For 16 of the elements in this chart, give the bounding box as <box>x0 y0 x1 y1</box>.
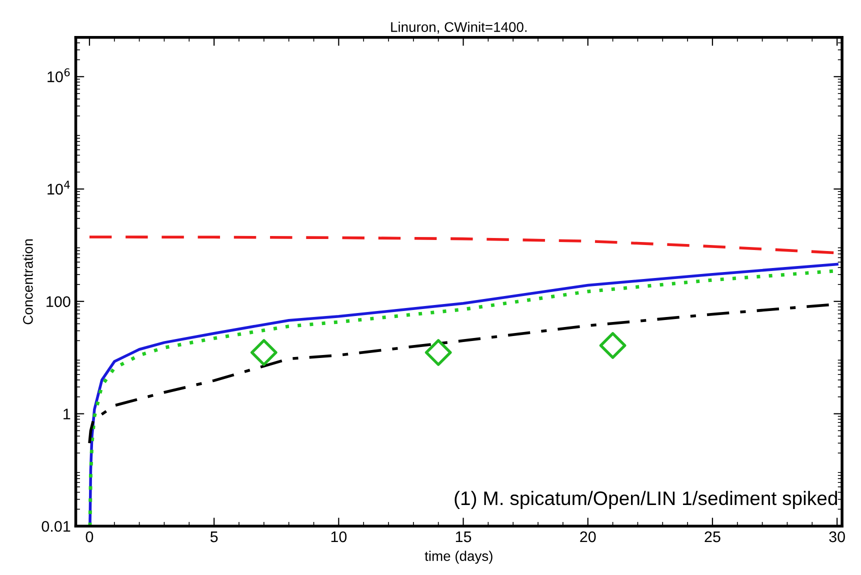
x-tick-label: 0 <box>86 531 94 542</box>
x-tick-label: 30 <box>829 531 845 542</box>
y-axis-title: Concentration <box>22 239 33 324</box>
y-tick-label: 0.01 <box>42 520 70 532</box>
x-tick-label: 20 <box>580 531 596 542</box>
x-axis-title: time (days) <box>424 550 492 564</box>
x-tick-label: 10 <box>331 531 347 542</box>
chart-title: Linuron, CWinit=1400. <box>391 22 527 34</box>
x-tick-label: 15 <box>456 532 472 542</box>
x-tick-label: 5 <box>210 532 218 542</box>
annotation: (1) M. spicatum/Open/LIN 1/sediment spiked <box>454 490 837 510</box>
x-tick-label: 25 <box>704 531 720 542</box>
y-tick-label: 10$^{4}$ <box>48 180 70 195</box>
y-tick-label: 10$^{6}$ <box>48 68 70 82</box>
y-tick-label: 100 <box>46 296 70 308</box>
y-tick-label: 1 <box>64 408 70 420</box>
